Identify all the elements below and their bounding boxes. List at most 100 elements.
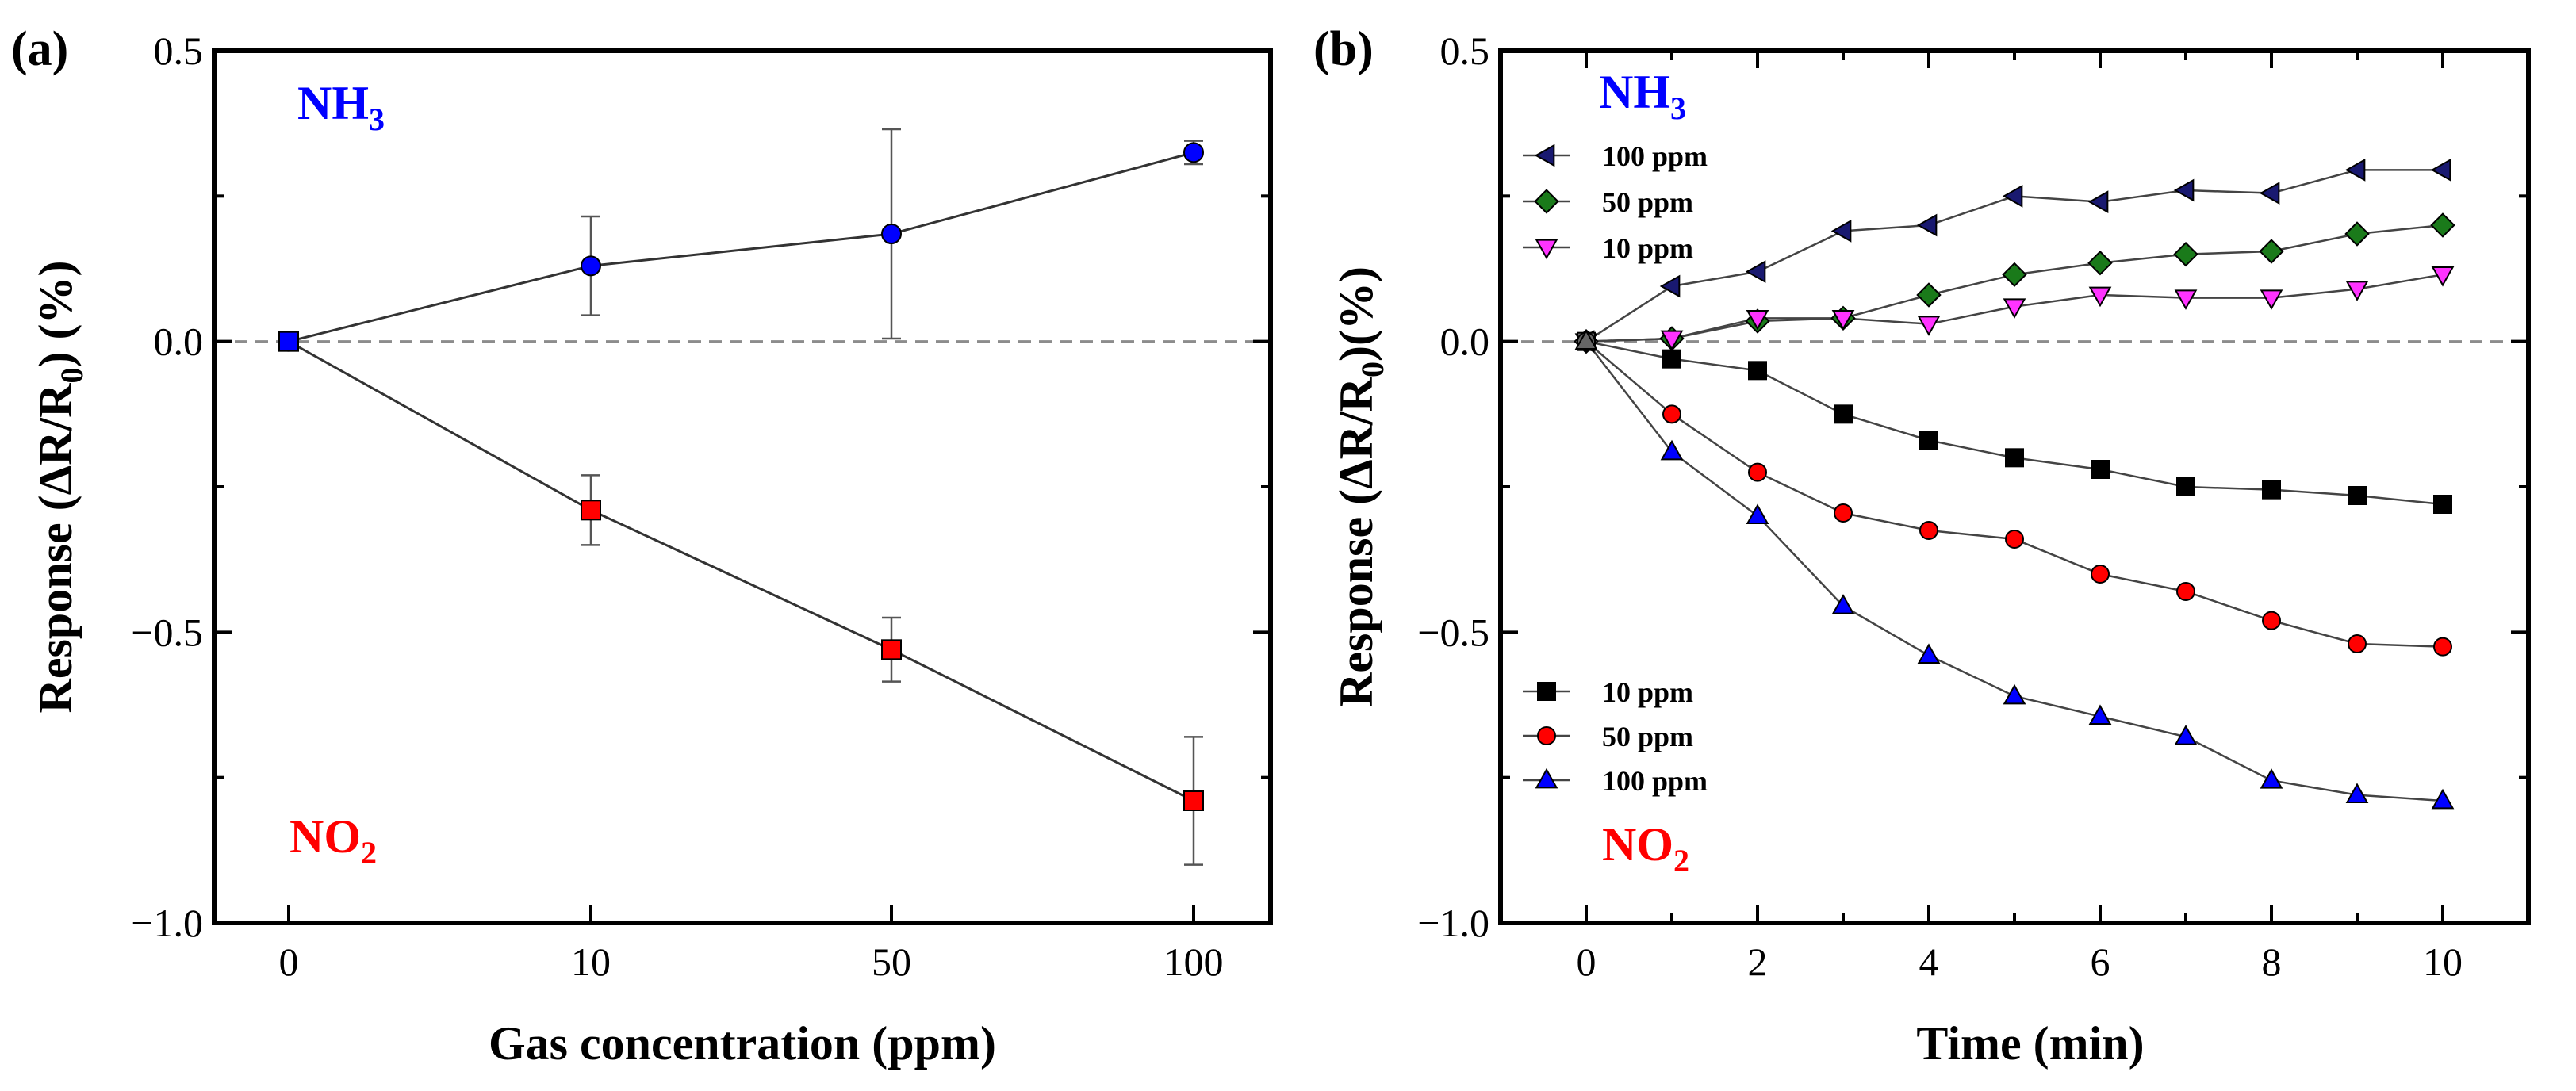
panel-b-point (1574, 329, 1598, 350)
legend-marker (1535, 768, 1558, 789)
panel-b-series-line (1585, 340, 2444, 648)
panel-b-point (1748, 462, 1767, 482)
panel-b-point (2348, 634, 2367, 653)
panel-a-no2-sub: 2 (361, 835, 377, 871)
panel-b-series-line (1585, 340, 2444, 506)
panel-b-y-axis-title: Response (ΔR/R0)(%) (1330, 266, 1390, 707)
panel-b-point (2003, 298, 2026, 319)
panel-a-x-tick-label: 10 (571, 940, 611, 984)
panel-b-x-tick-label: 10 (2423, 940, 2463, 984)
panel-b-point (1917, 643, 1941, 664)
legend-marker (1534, 144, 1555, 167)
panel-a-point-no2 (581, 500, 601, 521)
panel-b-point (2262, 480, 2281, 500)
panel-b-point (1831, 594, 1855, 614)
panel-a-point-no2 (278, 331, 299, 352)
panel-a-series-line-no2 (288, 340, 1194, 802)
panel-b-point (1834, 404, 1853, 424)
panel-b-point (2260, 289, 2283, 310)
legend-marker (1537, 726, 1556, 745)
panel-b-point (2176, 477, 2195, 496)
panel-b-point (2259, 239, 2284, 264)
panel-b-point (1745, 260, 1766, 284)
legend-marker (1535, 239, 1558, 260)
panel-a-point-nh3 (581, 255, 601, 277)
panel-b-point (2345, 281, 2369, 301)
panel-b-point (1660, 330, 1684, 351)
panel-a-x-axis-title: Gas concentration (ppm) (489, 1017, 996, 1070)
panel-b-nh3-base: NH (1599, 66, 1670, 118)
legend-label: 50 ppm (1602, 721, 1693, 752)
panel-a-y-tick-label: 0.0 (154, 320, 204, 364)
panel-b-y-tick-label: −0.5 (1417, 610, 1489, 654)
panel-b-point (1919, 521, 1938, 540)
panel-b-point (2173, 178, 2195, 202)
panel-b-point (1662, 404, 1681, 424)
panel-a-point-nh3 (1183, 142, 1204, 163)
panel-b-point (2345, 783, 2369, 804)
panel-b-y-tick-label: 0.5 (1440, 29, 1490, 73)
panel-b-point (2433, 637, 2452, 657)
panel-a-point-nh3 (881, 224, 902, 244)
legend-label: 100 ppm (1602, 140, 1708, 172)
legend-label: 10 ppm (1602, 676, 1693, 708)
panel-b-point (2260, 768, 2283, 789)
panel-b-no2-base: NO (1602, 818, 1673, 871)
panel-b-point (2003, 683, 2026, 705)
panel-b-point (2173, 241, 2198, 267)
panel-a-label: (a) (11, 22, 68, 76)
panel-b-label: (b) (1313, 22, 1374, 76)
panel-b-legend-no2: 10 ppm 50 ppm 100 ppm (1523, 676, 1708, 797)
panel-b-no2-sub: 2 (1673, 843, 1689, 879)
panel-b-point (2430, 158, 2451, 182)
panel-b-point (1662, 349, 1681, 369)
panel-a-point-no2 (881, 639, 902, 660)
panel-a-point-no2 (1183, 790, 1204, 811)
panel-b-point (2005, 530, 2024, 549)
panel-b-point (2433, 495, 2452, 514)
panel-b-point (1746, 503, 1769, 525)
panel-b-point (1660, 439, 1684, 461)
panel-b-point (2087, 250, 2113, 276)
panel-b-point (2088, 704, 2112, 725)
panel-b-point (2002, 262, 2027, 288)
panel-b-point (1919, 431, 1938, 450)
panel-b-point (1831, 309, 1855, 331)
legend-label: 50 ppm (1602, 186, 1693, 218)
panel-b-x-tick-label: 6 (2091, 940, 2110, 984)
panel-b-y-title-sub: 0 (1355, 362, 1390, 377)
panel-b-point (1746, 309, 1769, 331)
panel-b-point (1917, 316, 1941, 336)
panel-b-point (1916, 213, 1938, 237)
panel-b-point (2431, 266, 2455, 287)
panel-b-point (2174, 289, 2198, 310)
panel-a-frame (212, 48, 1273, 925)
panel-b-y-title-pre: Response (ΔR/R (1330, 377, 1382, 707)
panel-b-point (2348, 486, 2367, 505)
panel-b-frame (1498, 48, 2531, 925)
panel-b-y-tick-label: −1.0 (1417, 901, 1489, 945)
panel-b: (b) 0.50.0−0.5−1.00 2 4 6 8 10 NH3 NO2 100 pp… (1313, 22, 2531, 1070)
legend-marker (1537, 682, 1556, 701)
panel-b-point (2344, 158, 2366, 182)
panel-b-point (1916, 282, 1942, 308)
panel-a-y-tick-label: 0.5 (154, 29, 204, 73)
panel-a-series (278, 128, 1204, 866)
panel-b-point (2002, 184, 2023, 208)
panel-b-x-axis-title: Time (min) (1916, 1017, 2144, 1070)
panel-b-point (2176, 582, 2195, 601)
legend-label: 100 ppm (1602, 765, 1708, 797)
panel-a-y-title-sub: 0 (54, 367, 90, 383)
panel-a-y-tick-label: −1.0 (131, 901, 203, 945)
panel-b-point (1830, 219, 1852, 243)
panel-b-x-tick-label: 2 (1748, 940, 1768, 984)
panel-a: (a) 0.5 0.0 −0.5 −1.0 0 10 50 100 NH3 NO2 Gas c… (11, 22, 1273, 1070)
panel-a-nh3-sub: 3 (369, 101, 385, 137)
panel-b-nh3-label: NH3 (1599, 66, 1686, 126)
panel-b-legend-nh3: 100 ppm 50 ppm 10 ppm (1523, 140, 1708, 264)
panel-b-point (2259, 182, 2280, 205)
panel-b-point (2091, 460, 2110, 479)
panel-b-point (2088, 286, 2112, 308)
panel-b-point (2262, 611, 2281, 630)
